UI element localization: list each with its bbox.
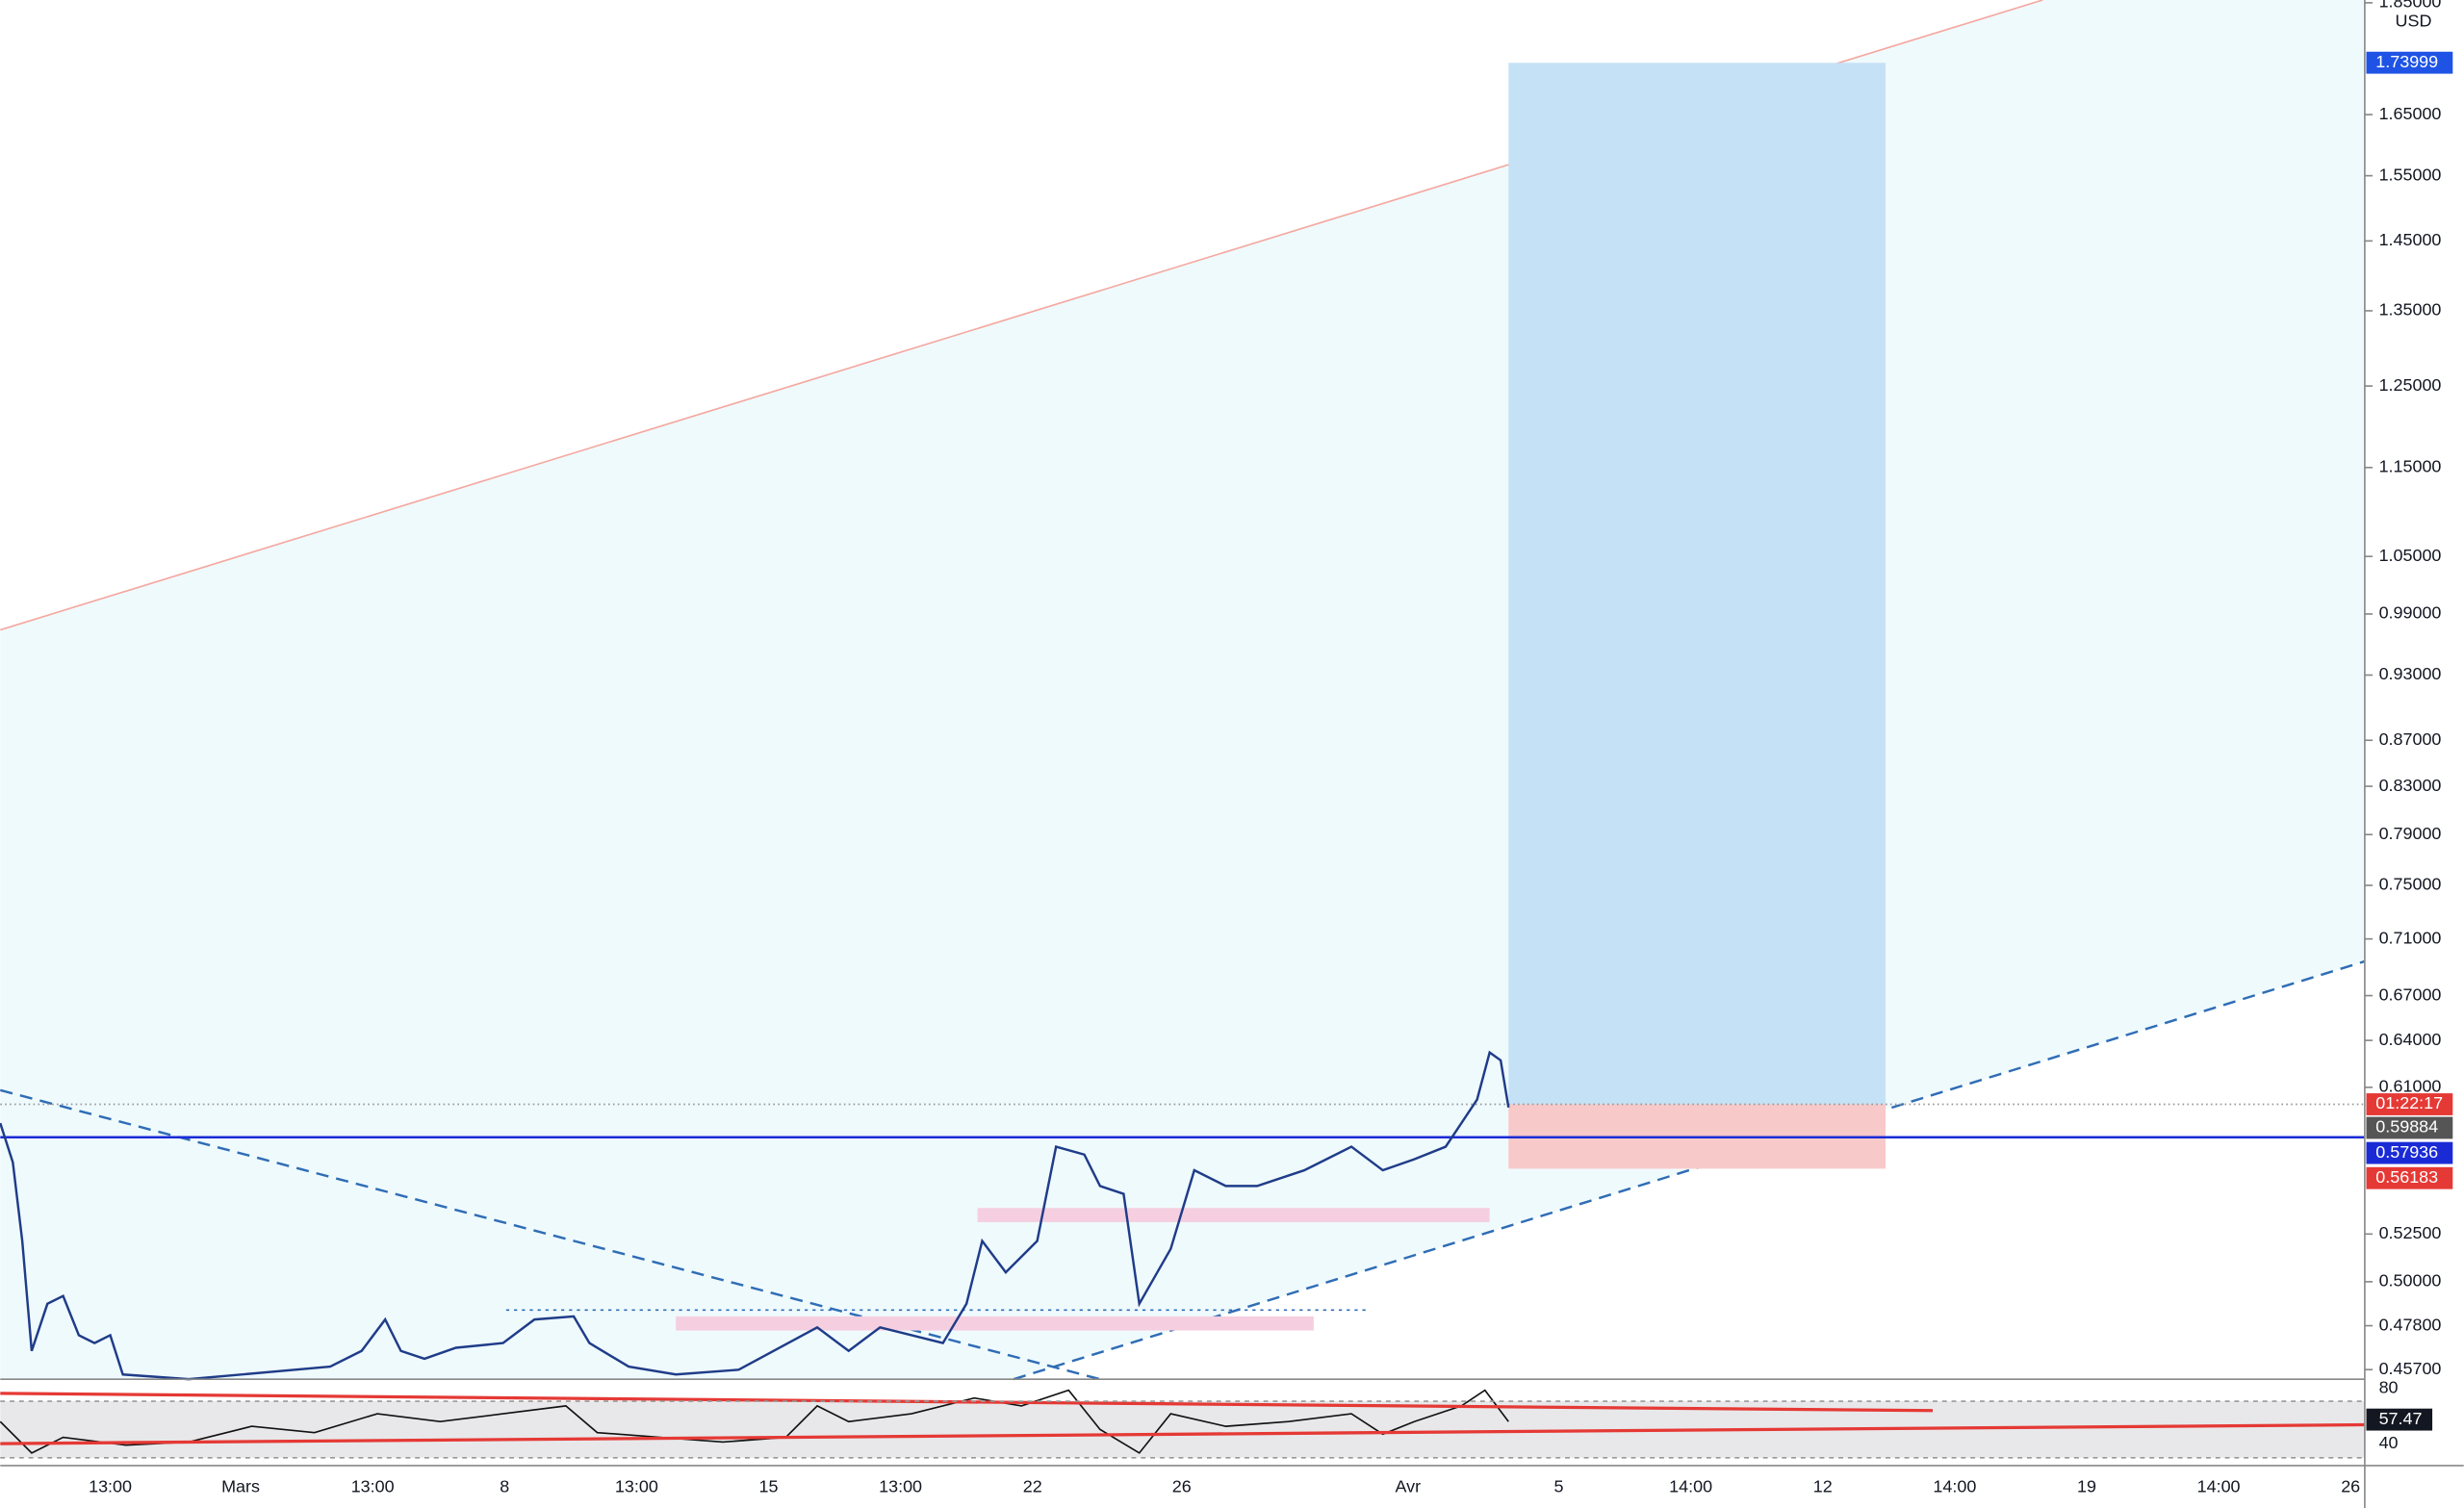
time-tick-label: Avr	[1396, 1477, 1422, 1496]
price-tick-label: 1.35000	[2379, 300, 2442, 319]
price-tick-label: 1.55000	[2379, 165, 2442, 184]
price-tick-label: 1.15000	[2379, 457, 2442, 476]
time-tick-label: 26	[2341, 1477, 2360, 1496]
price-tick-label: 0.67000	[2379, 984, 2442, 1004]
time-tick-label: 22	[1023, 1477, 1042, 1496]
rsi-trend	[0, 1422, 2365, 1445]
price-tag-label: 1.73999	[2375, 52, 2438, 71]
time-tick-label: 26	[1172, 1477, 1192, 1496]
price-tick-label: 0.87000	[2379, 729, 2442, 749]
price-tick-label: 1.25000	[2379, 375, 2442, 395]
price-tick-label: 0.52500	[2379, 1223, 2442, 1242]
rsi-tick-label: 40	[2379, 1433, 2399, 1452]
price-tag-label: 0.59884	[2375, 1117, 2438, 1137]
time-tick-label: 14:00	[2197, 1477, 2241, 1496]
price-tick-label: 1.45000	[2379, 230, 2442, 249]
time-tick-label: 13:00	[615, 1477, 658, 1496]
time-tick-label: Mars	[221, 1477, 260, 1496]
price-tick-label: 0.71000	[2379, 928, 2442, 947]
zone	[977, 1208, 1490, 1222]
time-tick-label: 14:00	[1933, 1477, 1976, 1496]
price-tick-label: 0.47800	[2379, 1315, 2442, 1334]
time-tick-label: 14:00	[1669, 1477, 1712, 1496]
price-tag	[2366, 1116, 2453, 1139]
price-tick-label: 0.99000	[2379, 603, 2442, 623]
rsi-trend	[0, 1392, 1934, 1413]
price-tick-label: 0.75000	[2379, 875, 2442, 894]
rsi-tag-label: 57.47	[2379, 1409, 2423, 1428]
time-tick-label: 13:00	[351, 1477, 395, 1496]
price-tag	[2366, 1166, 2453, 1189]
price-tick-label: 0.93000	[2379, 664, 2442, 683]
price-tag-label: 0.56183	[2375, 1167, 2438, 1187]
rsi-band	[0, 1401, 2365, 1458]
price-tag-label: 0.57936	[2375, 1142, 2438, 1162]
price-tick-label: 1.65000	[2379, 104, 2442, 123]
time-tick-label: 12	[1813, 1477, 1833, 1496]
channel-fill	[0, 0, 2365, 1380]
price-line	[0, 1050, 1510, 1381]
price-tick-label: 0.61000	[2379, 1077, 2442, 1096]
price-tag	[2366, 1141, 2453, 1164]
currency: USD	[2396, 12, 2432, 31]
price-tag	[2366, 51, 2453, 74]
time-tick-label: 5	[1554, 1477, 1564, 1496]
time-tick-label: 8	[500, 1477, 509, 1496]
time-tick-label: 13:00	[89, 1477, 132, 1496]
price-tick-label: 0.79000	[2379, 824, 2442, 843]
rsi-line	[0, 1389, 1509, 1454]
zone	[676, 1316, 1314, 1331]
price-tag	[2366, 1093, 2453, 1115]
price-tick-label: 0.50000	[2379, 1271, 2442, 1291]
price-tick-label: 0.64000	[2379, 1030, 2442, 1049]
time-tick-label: 19	[2077, 1477, 2096, 1496]
price-tick-label: 0.45700	[2379, 1359, 2442, 1378]
rsi-tag	[2366, 1408, 2433, 1431]
price-tag-label: 01:22:17	[2375, 1093, 2443, 1112]
price-tick-label: 1.85000	[2379, 0, 2442, 12]
price-tick-label: 0.83000	[2379, 776, 2442, 795]
target-zone	[1508, 63, 1886, 1105]
rsi-tick-label: 80	[2379, 1378, 2399, 1397]
time-tick-label: 15	[758, 1477, 778, 1496]
price-tick-label: 1.05000	[2379, 546, 2442, 565]
time-tick-label: 13:00	[879, 1477, 922, 1496]
